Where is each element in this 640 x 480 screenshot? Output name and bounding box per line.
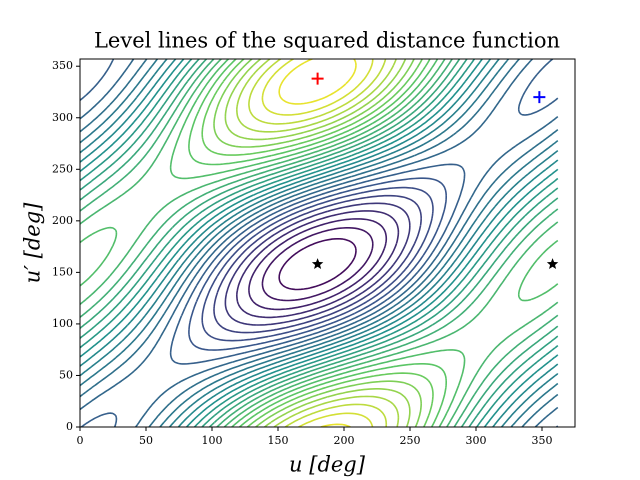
chart-title: Level lines of the squared distance func… xyxy=(94,29,560,53)
y-tick-label: 0 xyxy=(66,420,73,433)
contour-line xyxy=(261,227,374,302)
contour-line xyxy=(80,59,559,427)
contour-line xyxy=(248,218,388,311)
contour-line xyxy=(80,59,559,427)
plus-marker xyxy=(533,91,546,104)
contour-line xyxy=(224,202,411,326)
y-axis-label: u′ [deg] xyxy=(21,202,45,283)
contour-line xyxy=(188,177,447,351)
contour-line xyxy=(80,59,559,427)
y-tick-label: 300 xyxy=(52,111,73,124)
contour-line xyxy=(278,238,357,291)
x-tick-label: 250 xyxy=(400,434,421,447)
contour-line xyxy=(261,59,374,427)
y-tick-label: 350 xyxy=(52,59,73,72)
plus-marker xyxy=(311,72,324,85)
plot-frame xyxy=(79,58,576,428)
y-tick-label: 250 xyxy=(52,162,73,175)
y-tick-label: 100 xyxy=(52,317,73,330)
contour-line xyxy=(236,59,400,427)
contour-line xyxy=(80,59,559,427)
x-tick-label: 200 xyxy=(334,434,355,447)
star-marker xyxy=(546,258,559,269)
contour-line xyxy=(201,59,434,427)
y-tick-label: 150 xyxy=(52,265,73,278)
contour-line xyxy=(201,186,434,342)
x-tick-label: 150 xyxy=(268,434,289,447)
contour-line xyxy=(80,59,559,427)
contour-line xyxy=(213,194,422,334)
contour-line xyxy=(80,59,559,427)
y-tick-label: 50 xyxy=(59,368,73,381)
x-tick-label: 0 xyxy=(77,434,84,447)
contour-line xyxy=(236,210,400,319)
star-marker xyxy=(311,258,324,269)
x-axis-label: u [deg] xyxy=(289,453,366,477)
x-tick-label: 100 xyxy=(202,434,223,447)
contour-line xyxy=(80,59,559,427)
x-tick-label: 300 xyxy=(466,434,487,447)
contour-line xyxy=(188,59,447,427)
x-tick-label: 50 xyxy=(139,434,153,447)
x-tick-label: 350 xyxy=(532,434,553,447)
y-tick-label: 200 xyxy=(52,214,73,227)
contour-lines xyxy=(80,59,559,427)
